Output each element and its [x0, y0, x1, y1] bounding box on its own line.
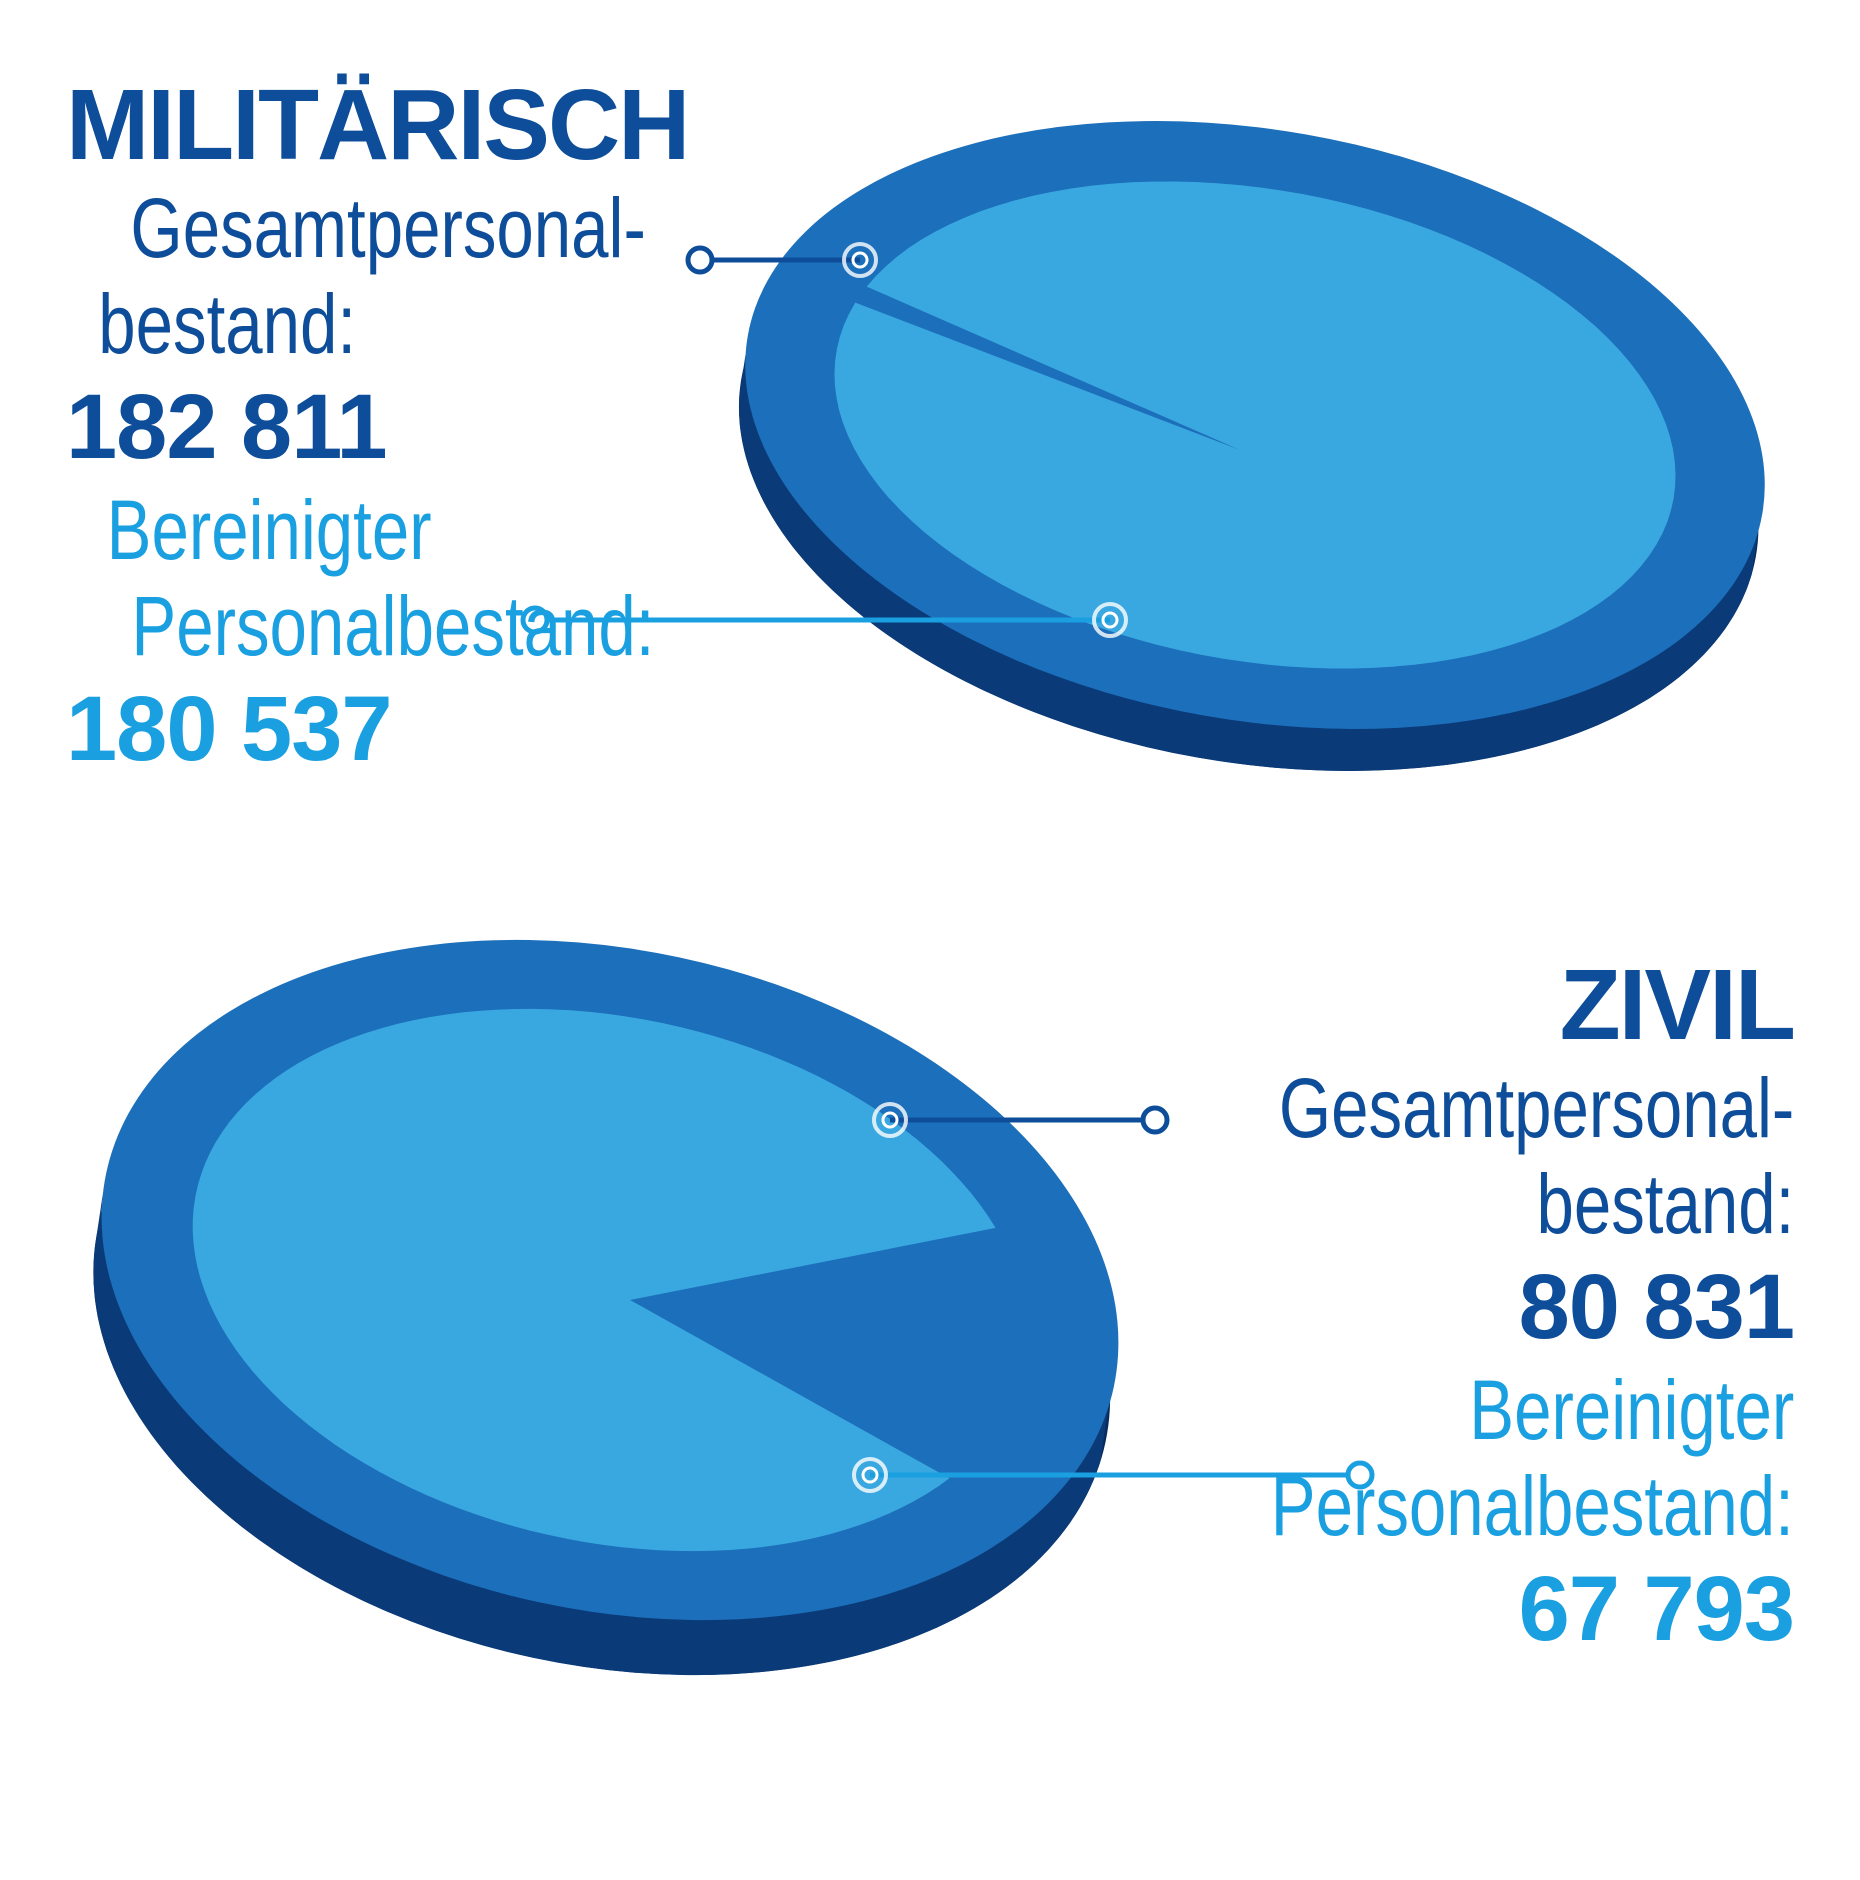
militaer-pie-side-wall	[739, 354, 1758, 771]
zivil-adjusted-label: Bereinigter Personalbestand:	[1140, 1362, 1794, 1554]
zivil-total-label-line2: bestand:	[1536, 1157, 1794, 1251]
zivil-pie-callout-marker-core	[881, 1111, 899, 1129]
zivil-pie-side-wall	[93, 1193, 1109, 1675]
militaer-total-label: Gesamtpersonal- bestand:	[66, 180, 720, 372]
militaer-total-value: 182 811	[66, 376, 387, 478]
zivil-pie-callout-marker-core	[861, 1466, 879, 1484]
zivil-pie-slice-adjusted	[192, 1008, 996, 1552]
militaer-adjusted-value: 180 537	[66, 678, 393, 780]
militaer-pie-callout-marker-core	[851, 251, 869, 269]
zivil-legend: ZIVIL Gesamtpersonal- bestand: 80 831 Be…	[1140, 949, 1796, 1664]
zivil-pie-callout-marker	[852, 1457, 888, 1493]
zivil-pie-chart	[93, 939, 1375, 1676]
militaer-legend: MILITÄRISCH Gesamtpersonal- bestand: 182…	[66, 70, 720, 784]
zivil-adjusted-label-line1: Bereinigter	[1469, 1363, 1794, 1457]
zivil-total-value: 80 831	[1518, 1256, 1795, 1358]
militaer-total-label-line2: bestand:	[98, 277, 357, 371]
militaer-adjusted-label-line2: Personalbestand:	[131, 579, 655, 673]
zivil-title: ZIVIL	[1559, 949, 1796, 1061]
zivil-pie-callout-dot	[1345, 1460, 1375, 1490]
militaer-pie-callout-dot	[520, 605, 550, 635]
militaer-adjusted-label-line1: Bereinigter	[106, 483, 432, 577]
zivil-total-label: Gesamtpersonal- bestand:	[1140, 1060, 1794, 1252]
zivil-pie-callout-dot	[1140, 1105, 1170, 1135]
zivil-pie-callout-marker	[872, 1102, 908, 1138]
militaer-pie-callout-marker	[842, 242, 878, 278]
militaer-pie-slice-adjusted	[834, 181, 1676, 669]
militaer-pie-callout-marker	[1092, 602, 1128, 638]
militaer-total-label-line1: Gesamtpersonal-	[130, 181, 646, 275]
militaer-adjusted-label: Bereinigter Personalbestand:	[66, 482, 720, 674]
zivil-adjusted-label-line2: Personalbestand:	[1270, 1459, 1794, 1553]
zivil-total-label-line1: Gesamtpersonal-	[1278, 1061, 1794, 1155]
militaer-pie-chart	[520, 121, 1765, 771]
zivil-adjusted-value: 67 793	[1518, 1558, 1795, 1660]
militaer-pie-callout-dot	[685, 245, 715, 275]
militaer-title: MILITÄRISCH	[66, 69, 690, 181]
militaer-pie-callout-marker-core	[1101, 611, 1119, 629]
